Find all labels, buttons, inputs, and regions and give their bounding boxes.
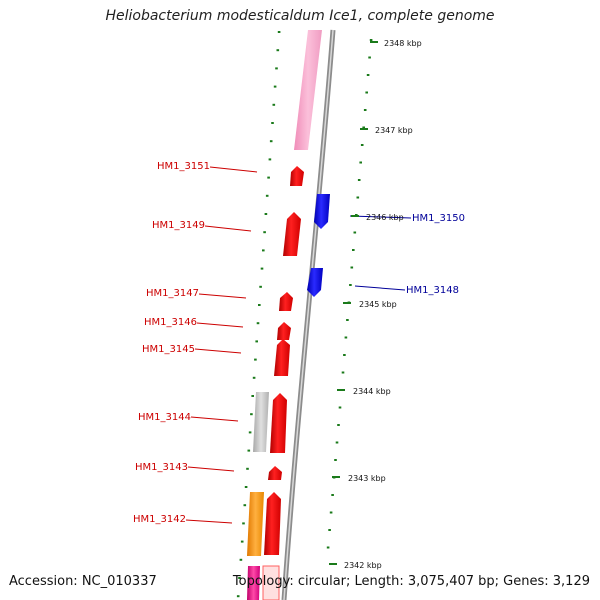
tick-dot xyxy=(269,140,273,143)
gene-HM1_3150[interactable] xyxy=(314,194,330,229)
tick-dot xyxy=(244,486,248,488)
genome-backbone-highlight xyxy=(283,29,334,600)
scale-label-2346: 2346 kbp xyxy=(366,213,404,222)
tick-dot xyxy=(334,459,337,461)
gene-label-HM1_3143: HM1_3143 xyxy=(135,462,188,473)
gene-label-HM1_3147: HM1_3147 xyxy=(146,288,199,299)
gene-label-HM1_3148: HM1_3148 xyxy=(406,285,459,296)
feature-pink-band xyxy=(294,30,322,150)
tick-dot xyxy=(353,231,357,234)
gene-HM1_3146[interactable] xyxy=(277,322,291,340)
tick-dot xyxy=(338,406,342,409)
tick-dot xyxy=(259,285,262,288)
gene-HM1_3148[interactable] xyxy=(307,268,323,297)
scale-label-2343: 2343 kbp xyxy=(348,474,386,483)
tick-dot xyxy=(277,31,281,33)
gene-HM1_3143[interactable] xyxy=(268,466,282,480)
tick-dot xyxy=(240,540,244,543)
gene-label-HM1_3146: HM1_3146 xyxy=(144,317,197,328)
tick-dot xyxy=(258,304,261,306)
tick-dot xyxy=(366,74,370,76)
scale-label-2345: 2345 kbp xyxy=(359,300,397,309)
tick-dot xyxy=(328,529,331,531)
feature-white-box xyxy=(262,565,280,600)
tick-dot xyxy=(357,179,361,181)
tick-dot xyxy=(326,546,330,549)
tick-dot xyxy=(356,196,360,199)
tick-dot xyxy=(273,85,277,88)
tick-dot xyxy=(350,266,354,269)
gene-HM1_3142[interactable] xyxy=(264,492,281,555)
tick-dot xyxy=(251,395,254,397)
tick-dot xyxy=(346,319,349,321)
tick-dot xyxy=(247,449,251,452)
tick-dot xyxy=(362,126,365,129)
topology-label: Topology: circular; Length: 3,075,407 bp… xyxy=(232,574,590,589)
tick-dot xyxy=(341,371,345,374)
tick-dot xyxy=(239,558,243,561)
tick-dot xyxy=(369,39,373,41)
tick-dot xyxy=(262,249,265,252)
tick-dot xyxy=(264,213,268,215)
map-title: Heliobacterium modesticaldum Ice1, compl… xyxy=(105,8,495,24)
feature-magenta-band xyxy=(247,566,260,600)
label-leader-lines xyxy=(185,166,412,524)
feature-orange-band xyxy=(247,492,264,556)
tick-dot xyxy=(248,431,252,434)
tick-dot xyxy=(331,494,334,496)
gene-label-HM1_3149: HM1_3149 xyxy=(152,220,205,231)
gene-HM1_3149[interactable] xyxy=(283,212,301,256)
tick-dot xyxy=(272,103,276,106)
scale-label-2344: 2344 kbp xyxy=(353,387,391,396)
gene-label-HM1_3144: HM1_3144 xyxy=(138,412,191,423)
gene-label-HM1_3151: HM1_3151 xyxy=(157,161,210,172)
tick-dot xyxy=(255,340,258,343)
tick-dot xyxy=(238,577,241,579)
tick-dot xyxy=(335,441,339,444)
gene-track xyxy=(264,166,330,555)
tick-dot xyxy=(252,376,256,379)
tick-dot xyxy=(368,56,371,59)
tick-dot xyxy=(363,109,367,111)
tick-dot xyxy=(267,176,270,179)
tick-dot xyxy=(352,249,355,251)
gene-HM1_3144[interactable] xyxy=(270,393,287,453)
tick-dot xyxy=(263,231,266,234)
accession-label: Accession: NC_010337 xyxy=(9,574,157,589)
gene-HM1_3145[interactable] xyxy=(274,339,290,376)
tick-dot xyxy=(344,336,348,339)
scale-label-2342: 2342 kbp xyxy=(344,561,382,570)
tick-dot xyxy=(343,354,346,356)
tick-dot xyxy=(276,49,280,52)
scale-label-2347: 2347 kbp xyxy=(375,126,413,135)
tick-dot xyxy=(329,511,333,514)
tick-dot xyxy=(250,413,253,416)
gene-label-HM1_3150: HM1_3150 xyxy=(412,213,465,224)
tick-dot xyxy=(271,122,274,124)
tick-dot xyxy=(254,358,257,361)
scale-label-2348: 2348 kbp xyxy=(384,39,422,48)
tick-dot xyxy=(365,91,368,94)
tick-dot xyxy=(260,267,264,270)
tick-dot xyxy=(236,595,240,598)
tick-dot xyxy=(337,424,340,426)
tick-dot xyxy=(268,158,272,161)
tick-dot xyxy=(360,144,364,146)
gene-HM1_3151[interactable] xyxy=(290,166,304,186)
tick-dot xyxy=(246,467,249,470)
gene-label-HM1_3142: HM1_3142 xyxy=(133,514,186,525)
tick-dot xyxy=(243,504,247,507)
tick-dot xyxy=(359,161,362,164)
tick-dot xyxy=(256,322,260,325)
gene-label-HM1_3145: HM1_3145 xyxy=(142,344,195,355)
tick-dot xyxy=(265,194,269,197)
tick-dot xyxy=(275,67,278,70)
tick-dot xyxy=(242,522,245,525)
gene-HM1_3147[interactable] xyxy=(279,292,293,311)
tick-dot xyxy=(349,284,352,286)
feature-grey-band xyxy=(253,392,269,452)
